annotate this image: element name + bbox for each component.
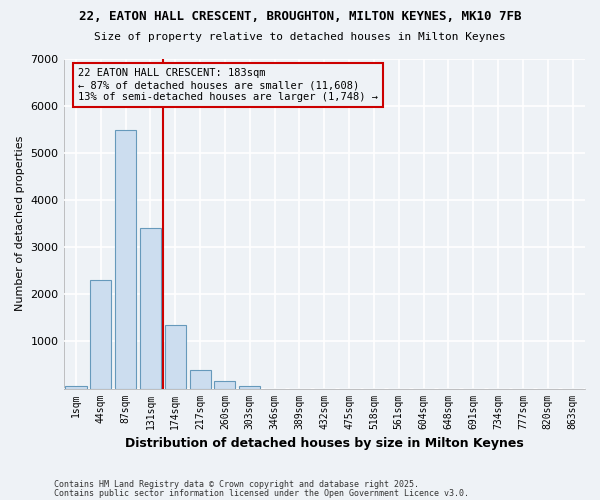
Text: 22, EATON HALL CRESCENT, BROUGHTON, MILTON KEYNES, MK10 7FB: 22, EATON HALL CRESCENT, BROUGHTON, MILT… bbox=[79, 10, 521, 23]
Bar bbox=[190, 370, 211, 388]
Text: Contains public sector information licensed under the Open Government Licence v3: Contains public sector information licen… bbox=[54, 490, 469, 498]
Y-axis label: Number of detached properties: Number of detached properties bbox=[15, 136, 25, 312]
Text: 22 EATON HALL CRESCENT: 183sqm
← 87% of detached houses are smaller (11,608)
13%: 22 EATON HALL CRESCENT: 183sqm ← 87% of … bbox=[78, 68, 378, 102]
Bar bbox=[65, 386, 86, 388]
Bar bbox=[140, 228, 161, 388]
Text: Size of property relative to detached houses in Milton Keynes: Size of property relative to detached ho… bbox=[94, 32, 506, 42]
Bar bbox=[115, 130, 136, 388]
Text: Contains HM Land Registry data © Crown copyright and database right 2025.: Contains HM Land Registry data © Crown c… bbox=[54, 480, 419, 489]
Bar bbox=[90, 280, 112, 388]
Bar bbox=[165, 325, 186, 388]
X-axis label: Distribution of detached houses by size in Milton Keynes: Distribution of detached houses by size … bbox=[125, 437, 524, 450]
Bar bbox=[214, 380, 235, 388]
Bar bbox=[239, 386, 260, 388]
